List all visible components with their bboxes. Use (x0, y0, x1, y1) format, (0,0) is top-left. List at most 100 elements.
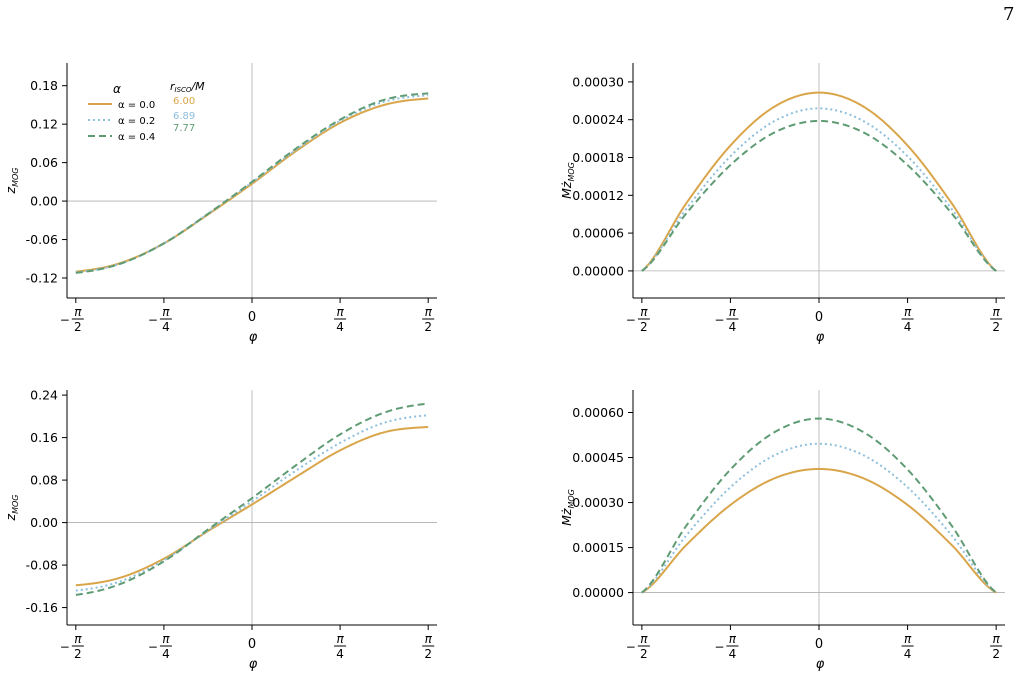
x-tick-label-den: 2 (640, 647, 648, 661)
x-axis-label: φ (249, 657, 258, 672)
x-tick-label: 0 (815, 637, 823, 652)
x-tick-label-minus: − (60, 313, 70, 327)
legend-risco-header: rISCO/M (170, 80, 205, 94)
x-tick-label-num: π (162, 632, 170, 646)
x-tick-label-den: 4 (336, 647, 344, 661)
x-tick-label-num: π (640, 632, 648, 646)
y-axis-label: zMOG (3, 495, 20, 522)
y-tick-label: 0.18 (30, 78, 58, 93)
panel-4: 0.000000.000150.000300.000450.00060π2−π4… (559, 390, 1005, 672)
y-axis-label-sub: MOG (567, 489, 576, 508)
x-tick-label: π4− (714, 305, 739, 334)
x-tick-label: π2− (626, 305, 650, 334)
x-tick-label-den: 4 (729, 647, 737, 661)
x-tick-label: π2− (626, 632, 650, 661)
legend-label-alpha-02: α = 0.2 (118, 116, 155, 127)
x-tick-label-den: 2 (74, 647, 82, 661)
y-tick-label: 0.00006 (572, 226, 624, 241)
legend-label-alpha-04: α = 0.4 (118, 132, 155, 143)
x-tick-label-num: π (425, 305, 433, 319)
y-axis-label: MżMOG (559, 489, 576, 526)
legend: α rISCO/M α = 0.0 α = 0.2 α = 0.4 6.00 6… (88, 80, 205, 143)
x-tick-label-num: π (729, 632, 737, 646)
x-tick-label-minus: − (148, 640, 158, 654)
x-tick-label-minus: − (148, 313, 158, 327)
y-tick-label: 0.00030 (572, 495, 624, 510)
y-axis-label-sub: MOG (11, 168, 20, 187)
x-tick-label-den: 4 (904, 320, 912, 334)
y-tick-label: -0.12 (26, 271, 58, 286)
x-tick-label: π2 (990, 632, 1003, 661)
page-number: 7 (1003, 4, 1015, 25)
y-tick-label: 0.00000 (572, 263, 624, 278)
series-line-alpha-04 (641, 417, 997, 594)
series-line-alpha-04 (75, 402, 429, 596)
legend-alpha-header: α (113, 82, 121, 96)
x-tick-label: π4 (334, 305, 347, 334)
legend-risco-header-r: r (170, 80, 176, 93)
x-tick-label: π4− (148, 632, 172, 661)
x-tick-label-den: 4 (162, 647, 170, 661)
x-tick-label-den: 4 (729, 320, 737, 334)
y-tick-label: 0.00015 (572, 540, 624, 555)
x-tick-label: π4 (334, 632, 347, 661)
y-tick-label: -0.06 (26, 232, 58, 247)
x-tick-label-den: 4 (904, 647, 912, 661)
x-axis-label: φ (816, 657, 825, 672)
y-tick-label: 0.00030 (572, 74, 624, 89)
x-tick-label: π2 (990, 305, 1003, 334)
y-tick-label: 0.00024 (572, 112, 624, 127)
x-tick-label-num: π (729, 305, 737, 319)
x-tick-label: 0 (248, 310, 256, 325)
legend-risco-alpha-04: 7.77 (173, 123, 195, 134)
x-tick-label-num: π (336, 632, 344, 646)
y-tick-label: 0.00000 (572, 585, 624, 600)
series-line-alpha-02 (641, 107, 997, 272)
legend-risco-header-sub: ISCO (175, 86, 192, 94)
x-tick-label-minus: − (714, 313, 724, 327)
legend-risco-header-m: /M (190, 80, 205, 93)
x-tick-label-num: π (904, 305, 912, 319)
x-tick-label-num: π (993, 305, 1001, 319)
x-tick-label-num: π (425, 632, 433, 646)
x-axis-label: φ (249, 330, 258, 345)
x-tick-label-den: 2 (424, 320, 432, 334)
y-tick-label: 0.00045 (572, 450, 624, 465)
x-tick-label-den: 2 (74, 320, 82, 334)
series-line-alpha-04 (75, 92, 429, 274)
y-axis-label-main: Mż (559, 181, 574, 199)
x-tick-label-zero: 0 (248, 637, 256, 652)
x-tick-label-den: 4 (336, 320, 344, 334)
series-line-alpha-0 (641, 91, 997, 272)
y-axis-label-sub: MOG (567, 162, 576, 181)
y-tick-label: 0.24 (30, 388, 58, 403)
x-tick-label-num: π (993, 632, 1001, 646)
y-tick-label: 0.08 (30, 473, 58, 488)
y-tick-label: 0.00060 (572, 405, 624, 420)
x-tick-label-den: 4 (162, 320, 170, 334)
y-tick-label: 0.00 (30, 515, 58, 530)
series-line-alpha-02 (75, 414, 429, 592)
x-tick-label: 0 (248, 637, 256, 652)
x-tick-label: π2− (60, 305, 84, 334)
y-tick-label: -0.08 (26, 558, 58, 573)
legend-risco-alpha-02: 6.89 (173, 111, 195, 122)
x-tick-label-den: 2 (992, 320, 1000, 334)
x-tick-label: π4− (148, 305, 172, 334)
x-tick-label-num: π (74, 632, 82, 646)
y-axis-label-main: Mż (559, 508, 574, 526)
y-tick-label: -0.16 (26, 600, 58, 615)
y-tick-label: 0.16 (30, 430, 58, 445)
x-tick-label-den: 2 (640, 320, 648, 334)
y-tick-label: 0.00 (30, 194, 58, 209)
x-tick-label-num: π (336, 305, 344, 319)
x-tick-label: π2− (60, 632, 84, 661)
series-line-alpha-0 (641, 467, 997, 594)
x-tick-label-den: 2 (992, 647, 1000, 661)
x-tick-label-num: π (640, 305, 648, 319)
y-tick-label: 0.06 (30, 155, 58, 170)
x-tick-label-num: π (162, 305, 170, 319)
y-tick-label: 0.00018 (572, 150, 624, 165)
